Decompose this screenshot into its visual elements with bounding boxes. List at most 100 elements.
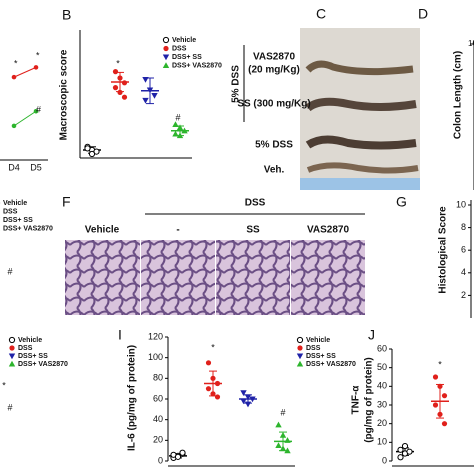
line: [13, 110, 37, 127]
dot: [151, 93, 158, 99]
label: D4: [8, 162, 20, 172]
label: 4: [461, 267, 466, 277]
dot: [214, 394, 221, 400]
dot: [284, 447, 291, 454]
label: G: [396, 194, 407, 210]
dot: [397, 446, 404, 453]
label: D5: [30, 162, 42, 172]
label: 20: [377, 418, 387, 428]
label: 0: [382, 455, 387, 465]
dot: [8, 353, 16, 360]
line: [13, 66, 37, 78]
axis-title: Colon Length (cm): [453, 51, 464, 139]
dot: [244, 401, 252, 408]
colon: [305, 135, 417, 150]
dot: [249, 396, 256, 403]
label: 20: [153, 435, 163, 445]
dot: [214, 380, 221, 387]
label: Vehicle: [172, 37, 196, 44]
dot: [240, 398, 247, 405]
label: 60: [153, 393, 163, 403]
label: 6: [461, 245, 466, 255]
label: VAS2870: [307, 225, 350, 236]
dot: [437, 411, 443, 417]
dot: [117, 89, 123, 95]
dot: [296, 353, 304, 360]
label: 30: [377, 399, 387, 409]
axis-title: TNF-α: [351, 385, 362, 415]
dot: [210, 375, 216, 381]
label: (20 mg/Kg): [248, 65, 300, 76]
label: DSS+ SS: [18, 353, 48, 360]
dot: [244, 394, 252, 401]
label: B: [62, 7, 71, 23]
point: [33, 108, 39, 114]
ruler: [300, 178, 420, 190]
colon: [306, 162, 419, 174]
label: VAS2870: [253, 52, 296, 63]
label: #: [280, 407, 285, 417]
label: *: [116, 58, 120, 68]
label: SS (300 mg/Kg): [237, 99, 310, 110]
label: Veh.: [264, 165, 285, 176]
dot: [146, 87, 154, 94]
dot: [401, 442, 409, 450]
dot: [88, 150, 96, 158]
label: DSS: [306, 345, 321, 352]
dot: [296, 336, 304, 344]
dot: [284, 437, 291, 443]
label: *: [14, 58, 18, 68]
dot: [441, 393, 448, 399]
axis-title: (pg/mg of protein): [364, 357, 375, 443]
label: 80: [153, 373, 163, 383]
label: #: [175, 112, 180, 122]
label: 2: [461, 290, 466, 300]
axis-title: Histological Score: [438, 206, 449, 294]
dot: [172, 130, 179, 137]
label: 120: [148, 331, 163, 341]
label: I: [118, 327, 122, 343]
dot: [117, 75, 123, 81]
axis-title: Macroscopic score: [59, 49, 70, 140]
label: Vehicle: [306, 337, 330, 344]
label: C: [316, 6, 326, 22]
label: D: [418, 6, 428, 22]
dot: [406, 448, 413, 455]
histology-image: [65, 240, 140, 315]
dot: [432, 374, 439, 380]
label: DSS+ VAS2870: [3, 225, 53, 232]
label: DSS: [172, 45, 187, 52]
label: 10: [456, 199, 466, 209]
label: #: [7, 402, 12, 412]
dot: [437, 383, 443, 389]
dot: [297, 345, 303, 351]
dot: [176, 124, 184, 131]
histology-image: [291, 240, 365, 315]
dot: [441, 421, 448, 427]
label: 40: [377, 381, 387, 391]
label: 40: [153, 414, 163, 424]
point: [11, 74, 17, 80]
label: 10: [377, 437, 387, 447]
label: DSS: [245, 198, 266, 209]
dot: [210, 391, 216, 397]
label: Vehicle: [85, 225, 120, 236]
dot: [205, 386, 212, 392]
label: *: [2, 380, 6, 390]
dot: [121, 80, 128, 86]
label: DSS+ SS: [172, 54, 202, 61]
dot: [112, 69, 119, 75]
dot: [397, 454, 404, 461]
label: DSS+ VAS2870: [306, 361, 356, 368]
dot: [142, 97, 149, 104]
label: DSS+ SS: [3, 217, 33, 224]
dot: [275, 421, 282, 428]
label: *: [36, 50, 40, 60]
dot: [162, 62, 170, 69]
label: Vehicle: [18, 337, 42, 344]
dot: [205, 360, 212, 366]
dot: [162, 54, 170, 61]
label: F: [62, 194, 71, 210]
axis-title: 5% DSS: [231, 65, 242, 103]
